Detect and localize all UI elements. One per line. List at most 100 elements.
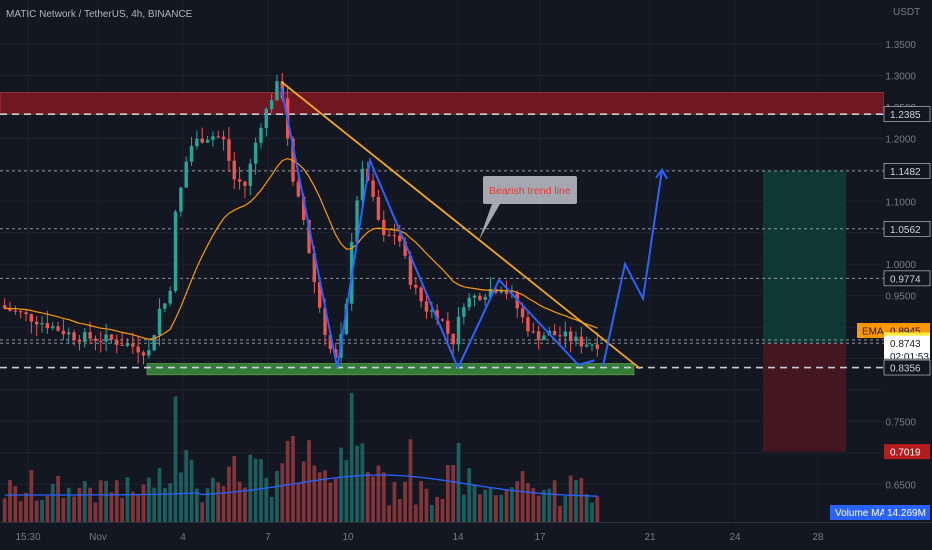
price-tick-label: 1.3500	[885, 40, 916, 51]
price-tick-label: 1.0000	[885, 260, 916, 271]
time-tick-label: 10	[342, 532, 354, 543]
time-tick-label: Nov	[89, 532, 107, 543]
volume-bar	[200, 502, 205, 522]
volume-bar	[45, 495, 50, 522]
candle-body	[115, 339, 119, 345]
volume-bar	[136, 493, 141, 522]
volume-bar	[328, 482, 333, 522]
support-zone	[146, 363, 635, 376]
candle-body	[275, 81, 279, 101]
volume-bar	[461, 494, 466, 522]
volume-bar	[114, 480, 119, 522]
time-tick-label: 17	[534, 532, 546, 543]
volume-bar	[445, 465, 450, 522]
price-label-text: 0.8945	[890, 326, 921, 337]
volume-bar	[13, 486, 18, 522]
candle-body	[120, 344, 124, 346]
candle-body	[40, 323, 44, 325]
price-label-text: 0.9774	[890, 274, 921, 285]
volume-bar	[579, 478, 584, 522]
stop-zone	[763, 343, 846, 452]
volume-bar	[93, 502, 98, 522]
candle-body	[195, 138, 199, 147]
volume-bar	[253, 458, 258, 522]
volume-bar	[130, 491, 135, 522]
candle-body	[563, 331, 568, 337]
volume-bar	[552, 480, 557, 522]
candle-body	[168, 290, 172, 304]
volume-bar	[56, 475, 60, 522]
volume-ma-legend-text: Volume MA	[835, 508, 886, 519]
volume-bar	[499, 494, 504, 522]
candle-body	[536, 331, 541, 341]
volume-bar	[312, 465, 317, 522]
candle-body	[328, 334, 333, 350]
ema-line	[4, 157, 598, 340]
volume-bar	[189, 459, 194, 522]
ema-path	[4, 157, 598, 340]
volume-bar	[216, 482, 221, 522]
volume-bar	[184, 450, 189, 522]
volume-bar	[339, 447, 343, 522]
volume-bars	[2, 392, 600, 522]
volume-bar	[77, 487, 82, 522]
volume-bar	[24, 492, 28, 522]
volume-bar	[520, 471, 525, 522]
volume-bar	[494, 495, 498, 522]
candle-body	[333, 349, 338, 358]
candle-body	[307, 219, 311, 254]
candle-body	[189, 146, 194, 162]
volume-bar	[88, 487, 92, 522]
volume-bar	[8, 480, 12, 522]
time-tick-label: 14	[452, 532, 464, 543]
candle-body	[462, 307, 466, 317]
volume-bar	[157, 467, 162, 522]
volume-bar	[413, 504, 418, 522]
volume-bar	[98, 480, 103, 522]
candle-body	[531, 331, 535, 333]
volume-bar	[34, 500, 39, 522]
candle-body	[51, 326, 55, 329]
volume-bar	[259, 458, 263, 522]
candle-body	[93, 338, 98, 341]
chart-drawings	[280, 81, 668, 371]
candle-body	[227, 139, 231, 161]
candle-body	[56, 326, 60, 331]
candle-body	[157, 308, 162, 336]
price-label-text: 1.2385	[890, 110, 921, 121]
candle-body	[205, 139, 210, 143]
volume-bar	[365, 471, 370, 522]
volume-bar	[344, 460, 349, 522]
candle-body	[184, 161, 188, 188]
candle-body	[440, 319, 445, 321]
candle-body	[520, 308, 525, 318]
target-zone	[763, 170, 846, 344]
price-label-text: 0.8356	[890, 364, 921, 375]
volume-bar	[355, 445, 359, 522]
volume-bar	[403, 481, 407, 522]
candle-body	[398, 235, 402, 242]
volume-bar	[360, 443, 365, 522]
volume-bar	[349, 392, 354, 522]
time-tick-label: 21	[644, 532, 656, 543]
price-tick-label: 0.6500	[885, 480, 916, 491]
volume-bar	[40, 499, 44, 522]
currency-unit: USDT	[893, 7, 921, 18]
volume-bar	[264, 477, 269, 522]
candle-body	[301, 196, 306, 220]
volume-bar	[542, 489, 546, 522]
volume-bar	[178, 472, 183, 522]
time-tick-label: 4	[180, 532, 186, 543]
candle-body	[371, 180, 375, 197]
volume-bar	[2, 498, 7, 522]
candle-body	[243, 181, 247, 186]
volume-bar	[280, 463, 285, 522]
volume-bar	[285, 440, 290, 522]
volume-bar	[211, 477, 215, 522]
candle-body	[45, 323, 50, 329]
callout-text: Bearish trend line	[489, 185, 571, 197]
candle-body	[179, 187, 183, 212]
volume-bar	[381, 472, 386, 522]
volume-bar	[243, 487, 247, 522]
